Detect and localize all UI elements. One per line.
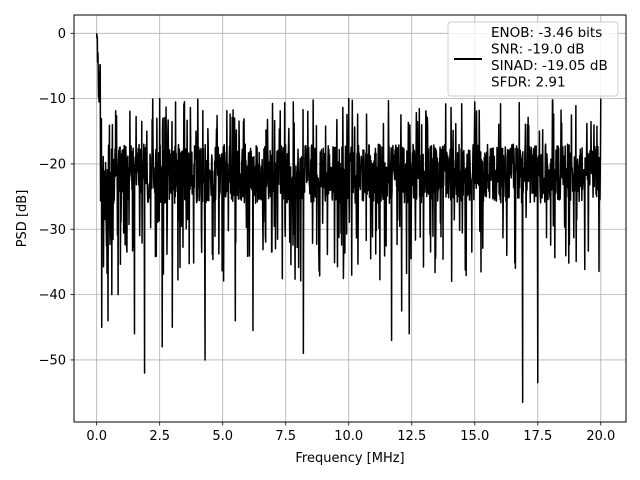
y-axis-label: PSD [dB] bbox=[15, 190, 30, 248]
x-tick-label: 20.0 bbox=[586, 429, 615, 444]
x-tick-label: 7.5 bbox=[275, 429, 296, 444]
legend-entry-enob: ENOB: -3.46 bits bbox=[491, 25, 602, 41]
legend-entry-sinad: SINAD: -19.05 dB bbox=[491, 58, 608, 74]
series-layer bbox=[95, 33, 602, 404]
x-tick-label: 0.0 bbox=[86, 429, 107, 444]
x-axis-label: Frequency [MHz] bbox=[295, 451, 404, 466]
x-tick-label: 2.5 bbox=[149, 429, 170, 444]
legend: ENOB: -3.46 bits SNR: -19.0 dB SINAD: -1… bbox=[447, 21, 619, 97]
x-tick-label: 15.0 bbox=[460, 429, 489, 444]
y-axis: 0 −10 −20 −30 −40 −50 bbox=[39, 27, 74, 368]
y-tick-label: −30 bbox=[39, 223, 66, 238]
y-tick-label: −50 bbox=[39, 353, 66, 368]
y-tick-label: −20 bbox=[39, 157, 66, 172]
psd-series-line bbox=[95, 33, 602, 404]
plot-frame bbox=[73, 14, 627, 423]
x-tick-label: 17.5 bbox=[523, 429, 552, 444]
x-tick-label: 12.5 bbox=[397, 429, 426, 444]
legend-entry-snr: SNR: -19.0 dB bbox=[491, 42, 585, 58]
y-tick-label: −10 bbox=[39, 92, 66, 107]
x-tick-label: 5.0 bbox=[212, 429, 233, 444]
legend-entry-sfdr: SFDR: 2.91 bbox=[491, 75, 566, 91]
x-axis: 0.0 2.5 5.0 7.5 10.0 12.5 15.0 17.5 20.0 bbox=[86, 422, 615, 444]
legend-box bbox=[447, 21, 619, 97]
y-tick-label: 0 bbox=[58, 27, 66, 42]
x-tick-label: 10.0 bbox=[334, 429, 363, 444]
y-tick-label: −40 bbox=[39, 288, 66, 303]
